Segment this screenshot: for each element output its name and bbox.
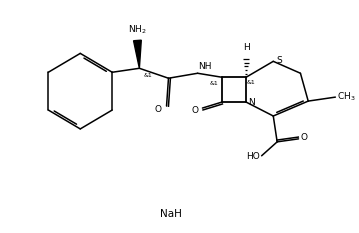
Text: CH$_3$: CH$_3$ [337,91,356,103]
Text: O: O [192,106,199,115]
Text: &1: &1 [247,80,256,85]
Text: NH$_2$: NH$_2$ [128,24,147,37]
Text: NH: NH [199,62,212,71]
Text: O: O [155,105,162,113]
Text: NaH: NaH [159,209,181,219]
Text: H: H [243,43,250,52]
Text: S: S [276,56,282,65]
Text: &1: &1 [209,81,218,86]
Text: HO: HO [246,152,260,161]
Text: N: N [248,98,255,106]
Text: &1: &1 [143,73,152,78]
Polygon shape [134,40,141,68]
Text: O: O [300,133,307,142]
